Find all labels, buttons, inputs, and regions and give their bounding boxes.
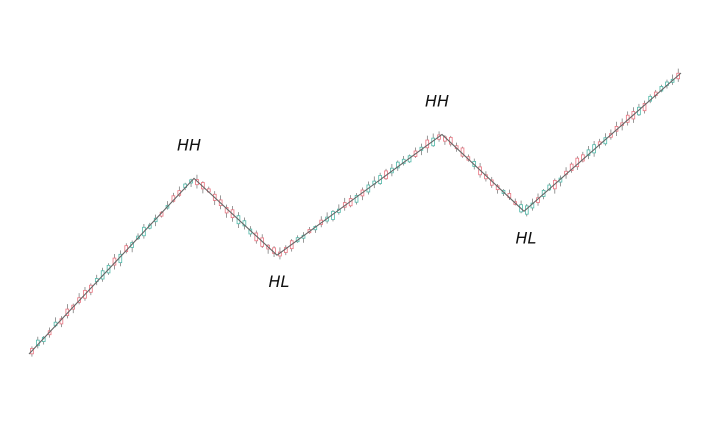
candle (331, 210, 335, 222)
zigzag-trend-line (28, 72, 682, 355)
candle (65, 304, 70, 319)
candle (569, 162, 574, 173)
candle (130, 240, 134, 253)
candle (401, 156, 406, 166)
candle (301, 232, 306, 243)
candle (284, 245, 288, 256)
bull-candle-body (396, 161, 400, 169)
candle (354, 193, 359, 205)
candle (396, 160, 400, 171)
candlestick-series (30, 68, 680, 357)
candle (36, 336, 40, 349)
candle (77, 293, 81, 305)
swing-label-hh-3: HH (425, 91, 449, 110)
swing-labels: HH HL HH HL (177, 91, 537, 291)
candle (372, 176, 377, 189)
swing-label-hh-1: HH (177, 135, 201, 154)
swing-label-hl-2: HL (269, 272, 290, 291)
candle (586, 146, 591, 160)
bear-candle-body (569, 163, 574, 171)
candle (558, 175, 563, 187)
candle (642, 100, 647, 114)
bull-candle-body (354, 195, 359, 203)
swing-label-hl-4: HL (516, 228, 537, 247)
candle (224, 204, 229, 218)
candle (553, 178, 557, 194)
